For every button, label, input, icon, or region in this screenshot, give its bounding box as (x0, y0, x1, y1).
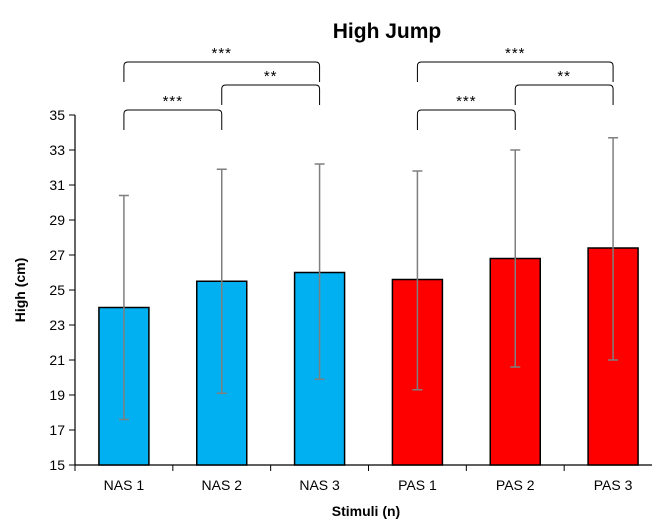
significance-bracket (416, 61, 614, 82)
y-tick-label: 33 (49, 142, 65, 158)
y-tick-label: 35 (49, 107, 65, 123)
y-tick-label: 29 (49, 212, 65, 228)
significance-label: *** (456, 93, 477, 110)
y-tick-label: 15 (49, 457, 65, 473)
significance-bracket (123, 109, 223, 130)
y-tick-label: 17 (49, 422, 65, 438)
x-tick-label: NAS 3 (299, 477, 340, 493)
y-tick-label: 31 (49, 177, 65, 193)
significance-label: ** (557, 68, 571, 85)
x-tick-label: PAS 1 (398, 477, 437, 493)
significance-label: *** (505, 45, 526, 62)
x-axis-title: Stimuli (n) (332, 503, 400, 519)
y-axis-title: High (cm) (12, 258, 28, 323)
significance-bracket (514, 84, 614, 105)
x-tick-label: PAS 2 (496, 477, 535, 493)
plot-area: 15 17 19 21 23 25 27 29 31 33 35 NAS 1 NAS 2 NAS 3 PAS… (49, 45, 652, 493)
y-tick-label: 27 (49, 247, 65, 263)
y-tick-label: 19 (49, 387, 65, 403)
y-tick-label: 21 (49, 352, 65, 368)
y-tick-label: 25 (49, 282, 65, 298)
significance-bracket (221, 84, 321, 105)
significance-label: *** (211, 45, 232, 62)
chart-title: High Jump (333, 20, 442, 43)
significance-label: ** (264, 68, 278, 85)
significance-bracket (123, 61, 321, 82)
x-tick-label: NAS 2 (202, 477, 243, 493)
x-tick-label: NAS 1 (104, 477, 145, 493)
y-tick-label: 23 (49, 317, 65, 333)
significance-label: *** (163, 93, 184, 110)
significance-bracket (416, 109, 516, 130)
x-tick-label: PAS 3 (594, 477, 633, 493)
